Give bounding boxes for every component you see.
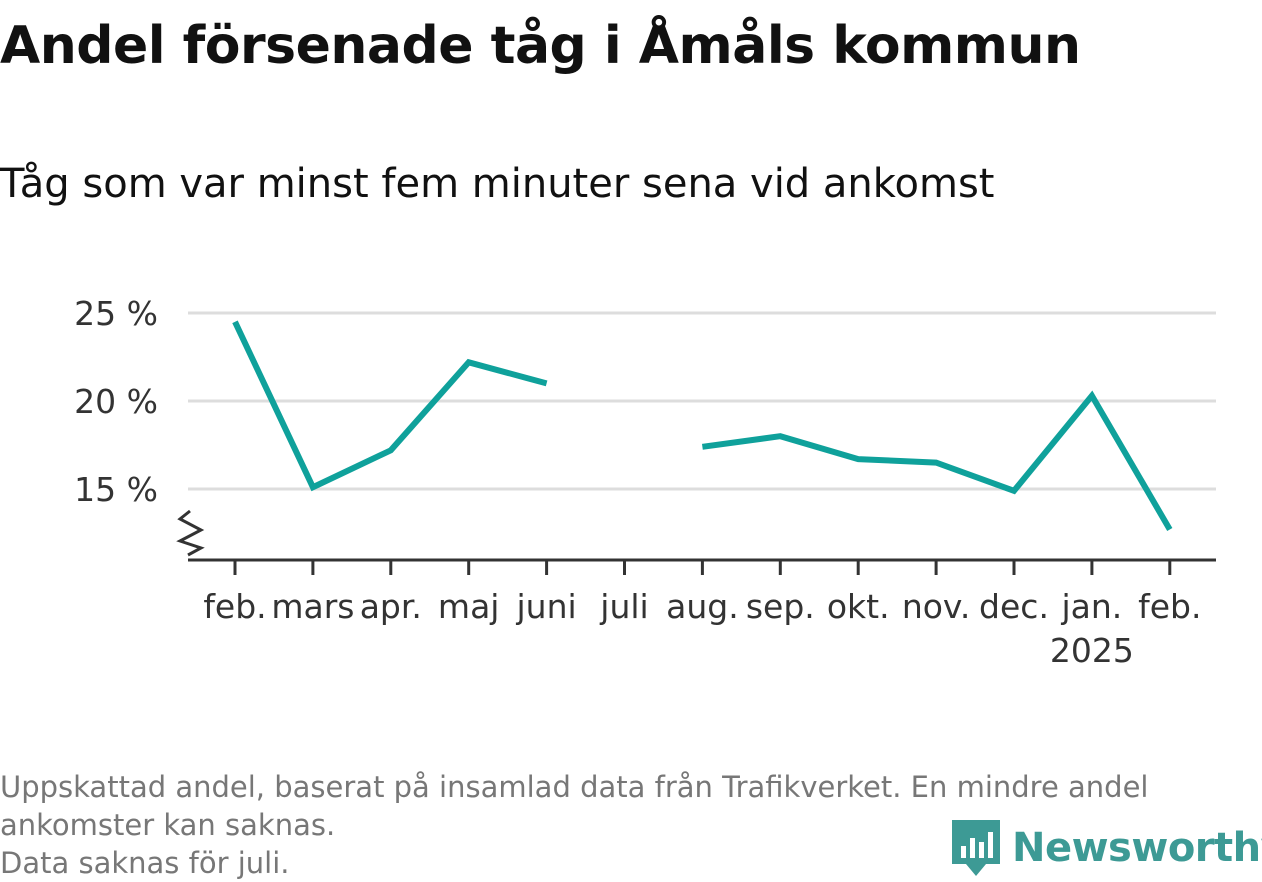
x-tick-label: jan. xyxy=(1061,587,1123,626)
x-tick-sublabel: 2025 xyxy=(1050,631,1134,670)
y-tick-label: 25 % xyxy=(74,294,158,333)
x-tick-label: sep. xyxy=(746,587,815,626)
brand-name: Newsworthy xyxy=(1012,825,1262,871)
x-tick-label: apr. xyxy=(360,587,422,626)
x-tick-label: mars xyxy=(271,587,354,626)
brand-logo: Newsworthy xyxy=(950,818,1262,878)
y-tick-label: 15 % xyxy=(74,470,158,509)
gridlines xyxy=(188,311,1216,491)
series-lines xyxy=(232,320,1173,532)
series-line-segment-1 xyxy=(232,320,548,492)
x-tick-label: nov. xyxy=(902,587,971,626)
x-tick-label: dec. xyxy=(979,587,1049,626)
y-axis-tick-labels: 15 % 20 % 25 % xyxy=(74,294,158,509)
footnote-line-2: ankomster kan saknas. xyxy=(0,808,336,842)
x-tick-label: okt. xyxy=(827,587,890,626)
x-tick-label: aug. xyxy=(666,587,739,626)
footnote-line-3: Data saknas för juli. xyxy=(0,846,290,880)
newsworthy-logo-icon xyxy=(952,820,1000,876)
footnote-line-1: Uppskattad andel, baserat på insamlad da… xyxy=(0,770,1149,804)
y-axis-break-icon xyxy=(176,509,205,557)
chart-footnote: Uppskattad andel, baserat på insamlad da… xyxy=(0,768,1250,882)
x-tick-label: feb. xyxy=(203,587,266,626)
y-tick-label: 20 % xyxy=(74,382,158,421)
x-axis xyxy=(176,509,1216,575)
x-tick-label: juli xyxy=(599,587,648,626)
x-tick-label: feb. xyxy=(1138,587,1201,626)
x-axis-tick-labels: feb. mars apr. maj juni juli aug. sep. okt. nov. d… xyxy=(203,587,1201,670)
x-tick-label: juni xyxy=(516,587,577,626)
chart-title: Andel försenade tåg i Åmåls kommun xyxy=(0,16,1081,76)
chart-subtitle: Tåg som var minst fem minuter sena vid a… xyxy=(0,161,995,207)
series-line-segment-2 xyxy=(701,390,1173,532)
x-tick-label: maj xyxy=(438,587,500,626)
